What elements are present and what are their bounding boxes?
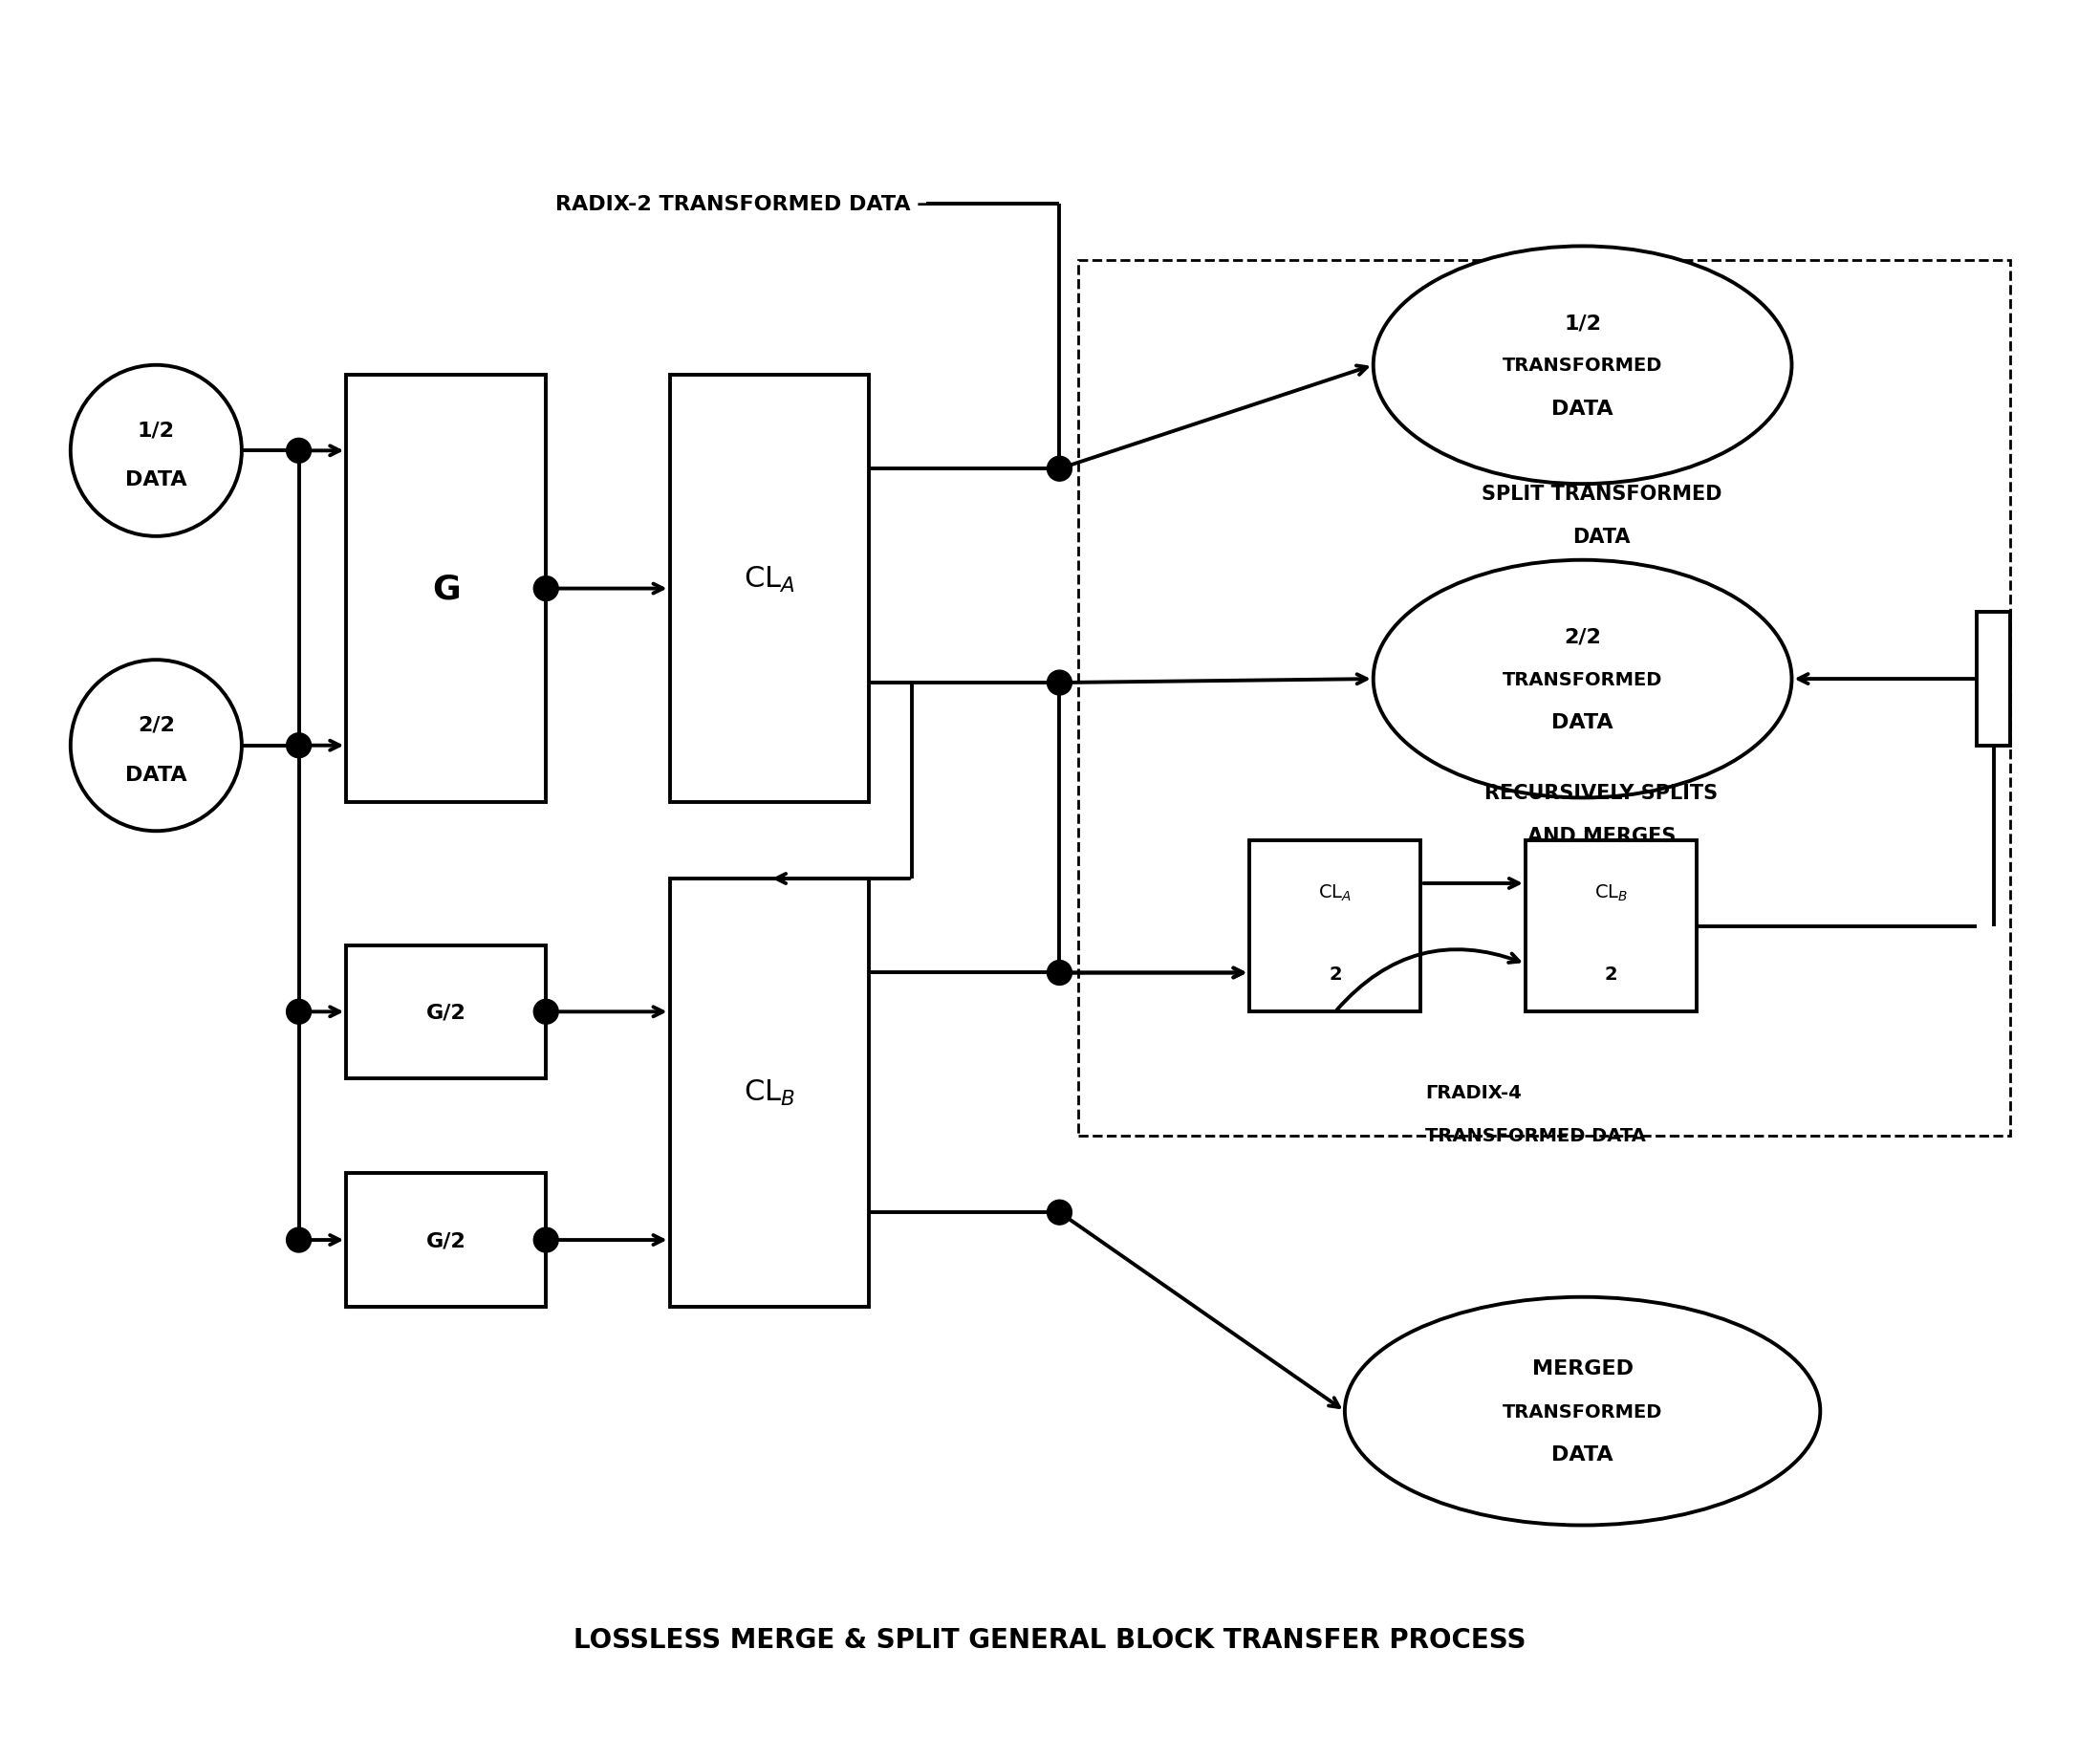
- Text: TRANSFORMED DATA: TRANSFORMED DATA: [1426, 1127, 1646, 1144]
- Bar: [1978, 614, 2010, 745]
- Text: 1/2: 1/2: [1565, 313, 1600, 332]
- Bar: [346, 1174, 546, 1306]
- Bar: [346, 374, 546, 803]
- Circle shape: [533, 1227, 559, 1252]
- Text: TRANSFORMED: TRANSFORMED: [1502, 357, 1663, 374]
- Text: SPLIT TRANSFORMED: SPLIT TRANSFORMED: [1480, 485, 1722, 503]
- Bar: [670, 879, 869, 1306]
- Text: DATA: DATA: [1552, 1445, 1613, 1464]
- Text: LOSSLESS MERGE & SPLIT GENERAL BLOCK TRANSFER PROCESS: LOSSLESS MERGE & SPLIT GENERAL BLOCK TRA…: [573, 1626, 1527, 1653]
- Circle shape: [286, 1227, 311, 1252]
- Text: DATA: DATA: [1573, 527, 1630, 547]
- Text: $\mathrm{CL}_B$: $\mathrm{CL}_B$: [1594, 883, 1628, 902]
- Circle shape: [533, 577, 559, 601]
- Text: DATA: DATA: [1552, 399, 1613, 418]
- Text: 1/2: 1/2: [136, 420, 174, 440]
- Text: DATA: DATA: [126, 765, 187, 784]
- Ellipse shape: [1373, 246, 1791, 485]
- Bar: [1250, 840, 1422, 1013]
- Text: DATA: DATA: [1552, 712, 1613, 731]
- Text: 2/2: 2/2: [1565, 628, 1600, 647]
- Text: $\mathrm{CL}_B$: $\mathrm{CL}_B$: [743, 1078, 796, 1108]
- Bar: [1525, 840, 1697, 1013]
- Text: MERGED: MERGED: [1531, 1359, 1634, 1378]
- Ellipse shape: [71, 366, 242, 536]
- Ellipse shape: [1344, 1297, 1821, 1526]
- Circle shape: [286, 733, 311, 758]
- Bar: [346, 946, 546, 1079]
- Text: AND MERGES: AND MERGES: [1527, 826, 1676, 846]
- Text: DATA: DATA: [126, 469, 187, 489]
- Circle shape: [1048, 1201, 1071, 1225]
- Text: 2: 2: [1329, 965, 1342, 983]
- Ellipse shape: [71, 661, 242, 832]
- FancyArrowPatch shape: [1338, 949, 1518, 1011]
- Text: 2/2: 2/2: [139, 716, 174, 735]
- Text: G: G: [433, 573, 460, 605]
- Text: TRANSFORMED: TRANSFORMED: [1502, 670, 1663, 689]
- Bar: [1079, 262, 2010, 1136]
- Text: $\mathrm{CL}_A$: $\mathrm{CL}_A$: [743, 564, 796, 594]
- Text: $\mathrm{CL}_A$: $\mathrm{CL}_A$: [1319, 883, 1352, 902]
- Text: G/2: G/2: [426, 1231, 466, 1250]
- Text: G/2: G/2: [426, 1002, 466, 1021]
- Text: RECURSIVELY SPLITS: RECURSIVELY SPLITS: [1485, 784, 1718, 803]
- Circle shape: [1048, 960, 1071, 986]
- Ellipse shape: [1373, 561, 1791, 798]
- Text: TRANSFORMED: TRANSFORMED: [1502, 1403, 1663, 1420]
- Text: 2: 2: [1604, 965, 1617, 983]
- Circle shape: [286, 440, 311, 464]
- Bar: [670, 374, 869, 803]
- Circle shape: [533, 1000, 559, 1025]
- Text: RADIX-2 TRANSFORMED DATA ―: RADIX-2 TRANSFORMED DATA ―: [556, 195, 939, 214]
- Circle shape: [286, 1000, 311, 1025]
- Circle shape: [1048, 672, 1071, 696]
- Circle shape: [1048, 457, 1071, 482]
- Text: ΓRADIX-4: ΓRADIX-4: [1426, 1083, 1522, 1102]
